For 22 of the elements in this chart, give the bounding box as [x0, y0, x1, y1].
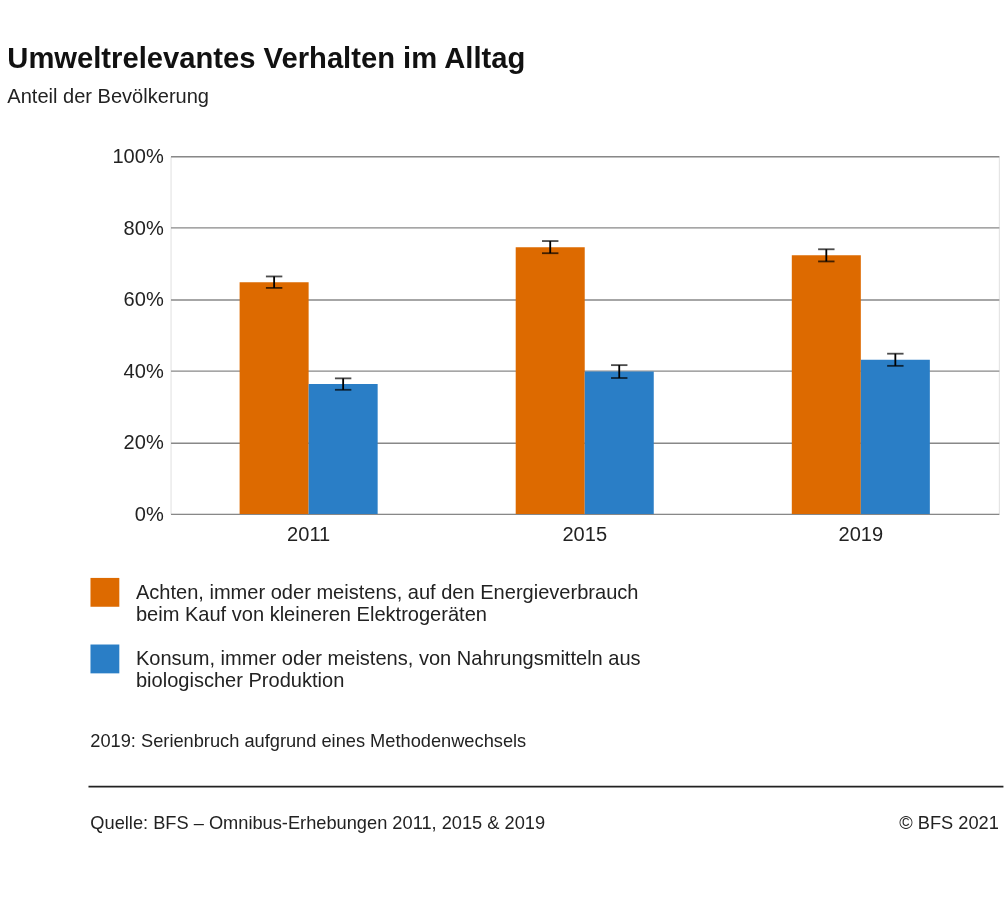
x-tick-label: 2011: [287, 522, 331, 545]
chart-subtitle: Anteil der Bevölkerung: [7, 84, 209, 107]
bar: [239, 282, 309, 514]
x-tick-label: 2019: [838, 522, 884, 545]
bar: [791, 255, 861, 514]
source-note: Quelle: BFS – Omnibus-Erhebungen 2011, 2015 & 2019: [90, 811, 546, 833]
y-tick-label: 0%: [134, 502, 164, 525]
text: 2019: Serienbruch aufgrund eines Methodenwechsels: [90, 729, 527, 751]
legend-label: Achten, immer oder meistens, auf den Energieverbrauch beim Kauf von kleineren Elektrogeräten: [135, 580, 639, 625]
bar: [515, 247, 585, 514]
y-tick-label: 20%: [123, 431, 164, 454]
y-tick-label: 80%: [123, 216, 164, 239]
bar: [584, 371, 654, 514]
y-tick-label: 60%: [123, 288, 164, 311]
text: © BFS 2021: [899, 811, 999, 833]
bar: [860, 359, 930, 514]
bar: [308, 384, 378, 514]
x-tick-label: 2015: [562, 522, 608, 545]
y-tick-label: 40%: [123, 359, 164, 382]
legend-label: Konsum, immer oder meistens, von Nahrungsmitteln aus biologischer Produktion: [135, 647, 641, 692]
y-tick-label: 100%: [112, 145, 164, 168]
chart-title: Umweltrelevantes Verhalten im Alltag: [7, 42, 526, 75]
